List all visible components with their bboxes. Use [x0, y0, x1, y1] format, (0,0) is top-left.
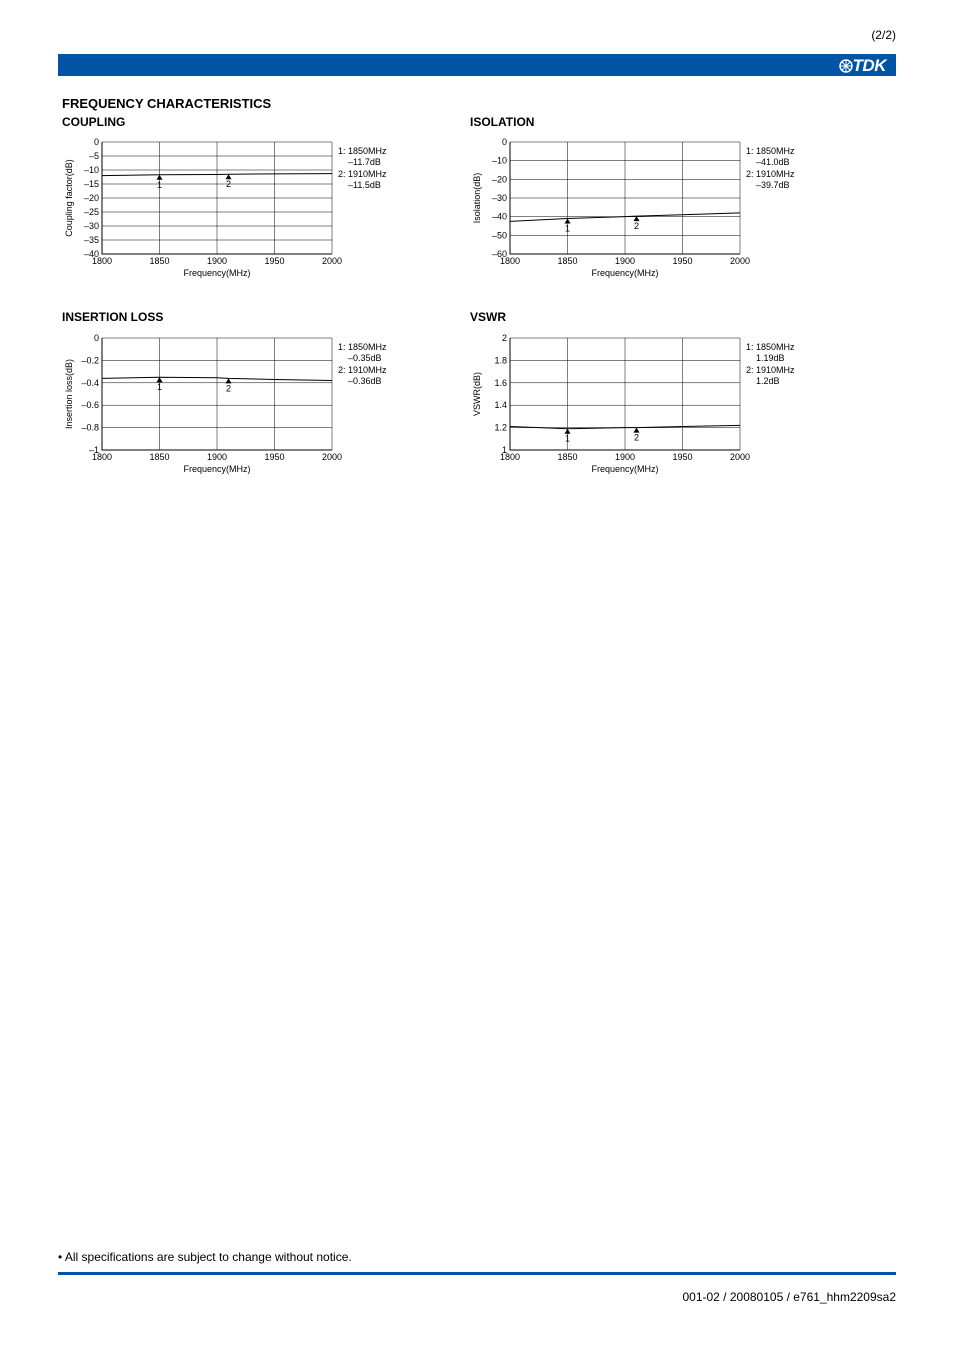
svg-text:2000: 2000 [322, 256, 342, 266]
svg-text:1850: 1850 [149, 452, 169, 462]
svg-text:1: 1 [157, 180, 162, 190]
svg-text:1900: 1900 [207, 256, 227, 266]
tdk-logo-text: TDK [853, 56, 886, 75]
svg-text:1800: 1800 [500, 256, 520, 266]
chart-legend: 1: 1850MHz –11.7dB 2: 1910MHz –11.5dB [338, 146, 387, 191]
svg-text:–15: –15 [84, 179, 99, 189]
tdk-logo-icon [839, 59, 853, 73]
footer-code: 001-02 / 20080105 / e761_hhm2209sa2 [682, 1290, 896, 1304]
svg-text:1950: 1950 [672, 452, 692, 462]
svg-text:1950: 1950 [264, 452, 284, 462]
chart-insertion: 0–0.2–0.4–0.6–0.8–1180018501900195020001… [62, 328, 412, 478]
chart-title-coupling: COUPLING [62, 115, 125, 129]
svg-text:Isolation(dB): Isolation(dB) [472, 173, 482, 224]
svg-text:Frequency(MHz): Frequency(MHz) [183, 268, 250, 278]
header-bar: TDK [58, 54, 896, 76]
svg-text:–5: –5 [89, 151, 99, 161]
svg-text:1800: 1800 [92, 452, 112, 462]
svg-text:2: 2 [226, 179, 231, 189]
svg-text:1.6: 1.6 [494, 378, 507, 388]
svg-text:1900: 1900 [615, 452, 635, 462]
svg-text:VSWR(dB): VSWR(dB) [472, 372, 482, 416]
svg-text:0: 0 [94, 333, 99, 343]
svg-text:1.4: 1.4 [494, 400, 507, 410]
chart-legend: 1: 1850MHz –0.35dB 2: 1910MHz –0.36dB [338, 342, 387, 387]
svg-text:–40: –40 [492, 212, 507, 222]
svg-text:1800: 1800 [92, 256, 112, 266]
svg-text:1: 1 [565, 434, 570, 444]
svg-text:–50: –50 [492, 230, 507, 240]
chart-isolation: 0–10–20–30–40–50–60180018501900195020001… [470, 132, 820, 282]
svg-text:1: 1 [565, 224, 570, 234]
svg-text:2: 2 [226, 383, 231, 393]
chart-title-vswr: VSWR [470, 310, 506, 324]
svg-text:2: 2 [634, 433, 639, 443]
footer-rule [58, 1272, 896, 1275]
page-number: (2/2) [871, 28, 896, 42]
svg-text:Frequency(MHz): Frequency(MHz) [591, 268, 658, 278]
svg-text:–10: –10 [84, 165, 99, 175]
svg-text:2000: 2000 [730, 452, 750, 462]
svg-text:–0.2: –0.2 [81, 355, 99, 365]
footer-note: • All specifications are subject to chan… [58, 1250, 352, 1264]
svg-text:Frequency(MHz): Frequency(MHz) [183, 464, 250, 474]
svg-text:–25: –25 [84, 207, 99, 217]
svg-text:1950: 1950 [264, 256, 284, 266]
section-title: FREQUENCY CHARACTERISTICS [62, 96, 271, 111]
svg-text:–0.4: –0.4 [81, 378, 99, 388]
svg-text:1900: 1900 [615, 256, 635, 266]
svg-text:–0.6: –0.6 [81, 400, 99, 410]
tdk-logo: TDK [839, 56, 886, 76]
chart-title-insertion: INSERTION LOSS [62, 310, 163, 324]
svg-text:0: 0 [94, 137, 99, 147]
svg-text:1950: 1950 [672, 256, 692, 266]
svg-text:–35: –35 [84, 235, 99, 245]
svg-text:1: 1 [157, 382, 162, 392]
svg-text:1850: 1850 [149, 256, 169, 266]
svg-text:–10: –10 [492, 156, 507, 166]
chart-vswr: 21.81.61.41.211800185019001950200012Freq… [470, 328, 820, 478]
svg-text:1850: 1850 [557, 256, 577, 266]
chart-legend: 1: 1850MHz 1.19dB 2: 1910MHz 1.2dB [746, 342, 795, 387]
svg-text:1850: 1850 [557, 452, 577, 462]
svg-text:Insertion loss(dB): Insertion loss(dB) [64, 359, 74, 429]
chart-title-isolation: ISOLATION [470, 115, 534, 129]
chart-coupling: 0–5–10–15–20–25–30–35–401800185019001950… [62, 132, 412, 282]
svg-text:–20: –20 [84, 193, 99, 203]
svg-text:0: 0 [502, 137, 507, 147]
svg-text:1.2: 1.2 [494, 423, 507, 433]
svg-text:Coupling factor(dB): Coupling factor(dB) [64, 159, 74, 237]
svg-text:–20: –20 [492, 174, 507, 184]
svg-text:2000: 2000 [730, 256, 750, 266]
svg-text:–30: –30 [492, 193, 507, 203]
svg-text:1800: 1800 [500, 452, 520, 462]
svg-text:–30: –30 [84, 221, 99, 231]
svg-text:2000: 2000 [322, 452, 342, 462]
svg-text:Frequency(MHz): Frequency(MHz) [591, 464, 658, 474]
svg-text:2: 2 [502, 333, 507, 343]
svg-text:2: 2 [634, 221, 639, 231]
svg-text:1.8: 1.8 [494, 355, 507, 365]
svg-text:1900: 1900 [207, 452, 227, 462]
chart-legend: 1: 1850MHz –41.0dB 2: 1910MHz –39.7dB [746, 146, 795, 191]
svg-text:–0.8: –0.8 [81, 423, 99, 433]
